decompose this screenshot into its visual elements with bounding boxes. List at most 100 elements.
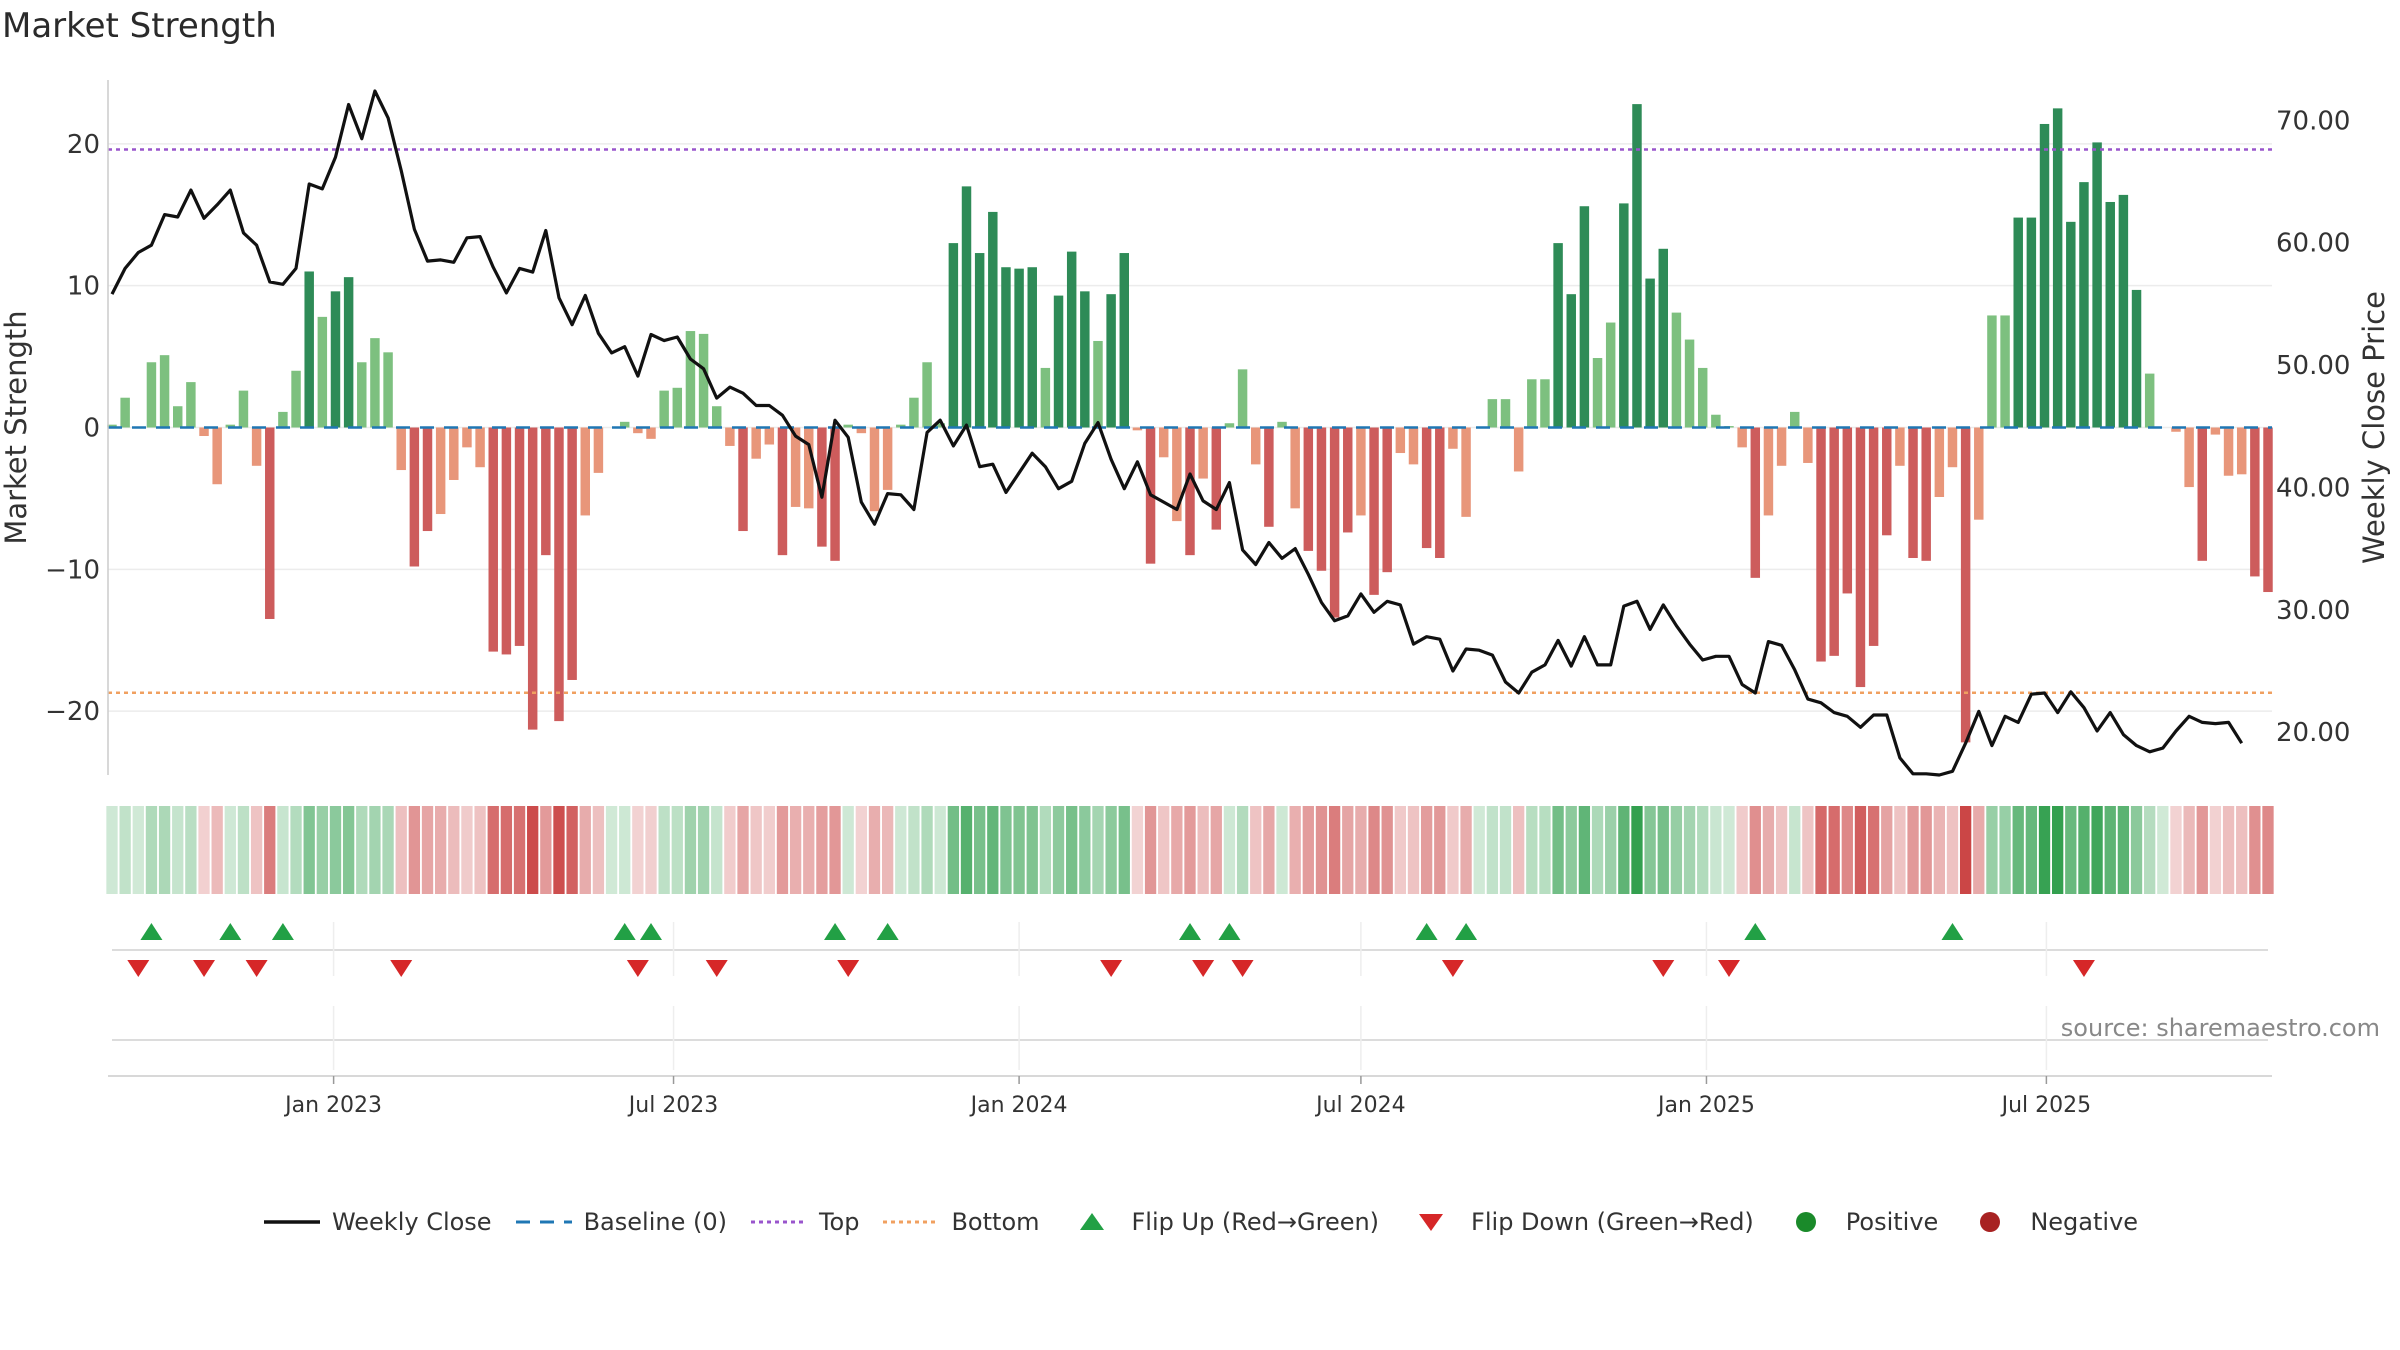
strength-strip-cell <box>553 806 565 894</box>
strength-bar <box>435 427 446 515</box>
strength-bar <box>1014 268 1024 428</box>
strength-bar <box>2263 427 2273 593</box>
strength-strip-cell <box>1881 806 1893 894</box>
strength-bar <box>922 362 932 428</box>
strength-bar <box>1395 427 1406 454</box>
strength-strip-cell <box>1657 806 1669 894</box>
strength-bar <box>2131 289 2142 428</box>
strength-strip-cell <box>2052 806 2064 894</box>
strength-strip-cell <box>1407 806 1420 894</box>
strength-bar <box>1356 427 1366 516</box>
strength-strip-cell <box>1539 806 1551 894</box>
strength-bar <box>2039 123 2050 428</box>
strength-strip-cell <box>1381 806 1393 894</box>
source-label: source: sharemaestro.com <box>2060 1014 2380 1042</box>
strength-bar <box>186 382 196 428</box>
strength-strip-cell <box>2183 806 2195 894</box>
strength-strip-cell <box>1447 806 1459 894</box>
weekly-close-line <box>110 89 2244 777</box>
strength-strip-cell <box>1052 806 1065 894</box>
left-tick-label: −20 <box>45 697 100 727</box>
strength-bar <box>1882 427 1892 536</box>
strength-strip-cell <box>724 806 736 894</box>
strength-strip-cell <box>684 806 697 894</box>
strength-bar <box>1421 427 1432 549</box>
flip-down-marker <box>1192 960 1215 977</box>
strength-bar <box>475 427 485 468</box>
right-tick-label: 50.00 <box>2276 351 2350 381</box>
strength-strip-cell <box>1999 806 2011 894</box>
legend-item: Weekly Close <box>262 1208 492 1236</box>
strength-strip-cell <box>2038 806 2051 894</box>
strength-bar <box>2236 427 2247 475</box>
flip-down-marker <box>1231 960 1254 977</box>
strength-bar <box>317 316 328 428</box>
strength-strip-cell <box>1486 806 1499 894</box>
strength-bar <box>2000 315 2010 428</box>
flip-up-marker <box>1179 923 1201 940</box>
strength-bar <box>2092 142 2102 428</box>
strength-bar <box>1553 243 1563 428</box>
strength-bar <box>2197 427 2208 561</box>
strength-strip-cell <box>605 806 618 894</box>
strength-strip-cell <box>2130 806 2143 894</box>
strength-strip-cell <box>1591 806 1604 894</box>
strength-bar <box>278 411 288 428</box>
strength-strip-cell <box>1894 806 1906 894</box>
strength-bar <box>1842 427 1853 594</box>
strength-strip-cell <box>1986 806 1998 894</box>
strength-strip-cell <box>1263 806 1275 894</box>
strength-bar <box>764 427 775 445</box>
strength-strip-cell <box>579 806 591 894</box>
strength-bar <box>1645 278 1655 428</box>
flip-down-marker <box>2072 960 2095 977</box>
strength-strip-cell <box>921 806 933 894</box>
strength-strip-cell <box>881 806 894 894</box>
strength-bar <box>1605 322 1616 428</box>
legend-symbol <box>263 1220 320 1224</box>
strength-bar <box>1408 427 1419 465</box>
strength-bar <box>1527 379 1537 428</box>
strength-strip-cell <box>1158 806 1170 894</box>
legend-triangle-down-icon <box>1419 1214 1444 1231</box>
strength-strip-cell <box>2104 806 2116 894</box>
strength-bar <box>909 397 919 428</box>
strength-strip-cell <box>2170 806 2182 894</box>
strength-strip-cell <box>224 806 236 894</box>
strength-bar <box>1974 427 1984 520</box>
strength-strip-cell <box>1171 806 1183 894</box>
strength-strip-cell <box>1710 806 1722 894</box>
strength-bar <box>1343 427 1353 533</box>
legend-symbol <box>515 1220 572 1224</box>
strength-strip-cell <box>421 806 434 894</box>
strength-bar <box>501 427 512 655</box>
legend-label: Bottom <box>951 1208 1040 1236</box>
strength-bar <box>1329 427 1340 618</box>
strength-bar <box>2210 427 2221 435</box>
flip-down-marker <box>127 960 150 977</box>
left-tick-label: 10 <box>67 272 100 302</box>
strength-strip-cell <box>1907 806 1919 894</box>
legend-circle-icon <box>1795 1212 1816 1232</box>
strength-bar <box>869 427 880 512</box>
strength-bar <box>2250 427 2260 577</box>
strength-bar <box>422 427 433 532</box>
strength-bar <box>1566 294 1576 428</box>
strength-strip-cell <box>1131 806 1144 894</box>
strength-bar <box>1671 312 1682 428</box>
strength-strip-cell <box>895 806 907 894</box>
strength-bar <box>1448 427 1458 449</box>
weekly-close-layer <box>110 89 2244 777</box>
legend-symbol <box>1419 1214 1444 1231</box>
strength-bar <box>882 427 893 490</box>
strength-bar <box>1001 267 1011 428</box>
strength-strip-cell <box>1342 806 1354 894</box>
strength-bar <box>330 291 341 428</box>
strength-strip-cell <box>172 806 184 894</box>
strength-bar <box>751 427 761 459</box>
strength-strip-cell <box>1565 806 1577 894</box>
strength-bar <box>1487 399 1498 428</box>
strength-strip-cell <box>2025 806 2038 894</box>
strength-bar <box>2118 194 2129 428</box>
strength-bar <box>1789 411 1800 428</box>
